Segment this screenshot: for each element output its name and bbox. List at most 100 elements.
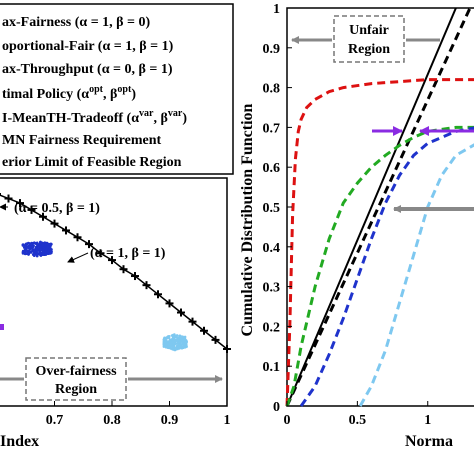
scatter-point <box>165 336 169 340</box>
plus-marker <box>177 308 185 317</box>
legend-entry-max-fairness: ax-Fairness (α = 1, β = 0) <box>2 15 151 30</box>
plus-marker <box>96 249 105 258</box>
plus-marker <box>188 317 197 326</box>
cdf-series-line <box>286 7 457 407</box>
unfair-box <box>333 15 405 63</box>
scatter-point <box>171 347 174 351</box>
y-tick-label: 0.7 <box>263 121 281 136</box>
scatter-point <box>28 242 32 246</box>
scatter-point <box>167 346 171 350</box>
y-tick-label: 0.2 <box>263 320 281 335</box>
scatter-point <box>25 242 28 245</box>
y-tick-label: 0.3 <box>263 281 281 296</box>
left-interior-limit <box>0 192 231 353</box>
x-tick-label: 1 <box>424 413 431 428</box>
scatter-point <box>179 346 183 349</box>
y-tick-label: 0.6 <box>263 161 281 176</box>
scatter-point <box>172 343 176 346</box>
scatter-point <box>46 245 50 249</box>
x-tick-label: 0.8 <box>103 413 121 428</box>
scatter-point <box>35 253 39 256</box>
scatter-point <box>33 241 36 244</box>
scatter-point <box>181 342 185 346</box>
left-x-ticks: 0.7 0.8 0.9 1 <box>46 401 231 428</box>
scatter-point <box>46 251 49 254</box>
scatter-point <box>167 336 171 340</box>
y-tick-label: 0.8 <box>263 82 281 97</box>
right-y-ticks: 0 0.1 0.2 0.3 0.4 0.5 0.6 0.7 0.8 0.9 1 <box>263 2 292 415</box>
x-tick-label: 0 <box>284 413 291 428</box>
x-tick-label: 1 <box>224 413 231 428</box>
scatter-point <box>184 344 187 348</box>
plus-marker <box>131 272 139 281</box>
annotation-alpha-half: (α = 0.5, β = 1) <box>14 201 100 216</box>
plus-marker <box>223 345 231 353</box>
plus-marker <box>62 226 70 235</box>
right-x-ticks: 0 0.5 1 <box>284 401 431 428</box>
scatter-point <box>35 246 38 250</box>
unfair-label-1: Unfair <box>349 23 389 38</box>
over-fairness-box <box>25 357 127 401</box>
scatter-point <box>179 340 182 344</box>
plus-marker <box>211 335 220 344</box>
scatter-point <box>48 243 52 247</box>
y-tick-label: 1 <box>273 2 280 17</box>
interior-limit-line <box>0 194 228 350</box>
scatter-point <box>164 343 168 347</box>
right-chart: Cumulative Distribution Function 0 0.1 0.2… <box>239 2 474 450</box>
x-tick-label: 0.7 <box>46 413 64 428</box>
scatter-point <box>31 245 34 249</box>
scatter-point <box>179 343 182 346</box>
left-chart: ax-Fairness (α = 1, β = 0) oportional-Fa… <box>0 3 234 450</box>
scatter-point <box>171 333 175 337</box>
scatter-point <box>44 253 48 256</box>
scatter-point <box>35 241 39 245</box>
scatter-point <box>38 252 41 256</box>
legend-entry-optimal-policy: timal Policy (αopt, βopt) <box>2 84 136 102</box>
scatter-point <box>22 250 26 253</box>
scatter-point <box>177 336 181 340</box>
left-x-axis-label: Index <box>0 433 39 450</box>
scatter-point <box>171 339 175 342</box>
legend-entry-max-throughput: ax-Throughput (α = 0, β = 1) <box>2 62 173 77</box>
scatter-point <box>26 252 29 256</box>
y-tick-label: 0.9 <box>263 42 281 57</box>
legend-frame <box>0 3 234 175</box>
scatter-point <box>38 245 41 248</box>
scatter-point <box>33 252 36 256</box>
scatter-point <box>172 337 176 340</box>
scatter-cluster <box>162 333 188 352</box>
y-tick-label: 0.4 <box>263 241 281 256</box>
plus-marker <box>165 299 174 308</box>
right-x-axis-label: Norma <box>405 433 453 450</box>
scatter-point <box>177 344 180 347</box>
scatter-point <box>42 246 45 249</box>
annotation-alpha-one-arrow <box>67 252 89 263</box>
plus-marker <box>85 240 93 249</box>
plus-marker <box>142 281 151 290</box>
scatter-point <box>176 338 179 342</box>
plus-marker <box>27 205 36 214</box>
cdf-series-line <box>299 126 474 407</box>
plus-marker <box>154 290 162 299</box>
right-y-axis-label: Cumulative Distribution Function <box>239 103 256 336</box>
right-lines-layer <box>285 7 474 407</box>
scatter-point <box>30 250 33 254</box>
legend-entry-proportional-fair: oportional-Fair (α = 1, β = 1) <box>2 39 174 54</box>
y-tick-label: 0 <box>273 400 280 415</box>
cdf-series-line <box>285 7 472 407</box>
cdf-series-line <box>358 143 474 407</box>
legend-entry-ngmn-requirement: MN Fairness Requirement <box>2 133 161 148</box>
scatter-point <box>163 341 166 345</box>
y-tick-label: 0.5 <box>263 201 281 216</box>
unfair-label-2: Region <box>348 42 390 57</box>
plus-marker <box>73 233 82 242</box>
x-tick-label: 0.5 <box>349 413 367 428</box>
over-fairness-label-1: Over-fairness <box>35 364 117 379</box>
cdf-series-line <box>285 78 474 407</box>
scatter-point <box>35 251 39 255</box>
scatter-cluster <box>21 240 53 258</box>
plus-marker <box>0 192 1 195</box>
scatter-point <box>162 338 166 342</box>
